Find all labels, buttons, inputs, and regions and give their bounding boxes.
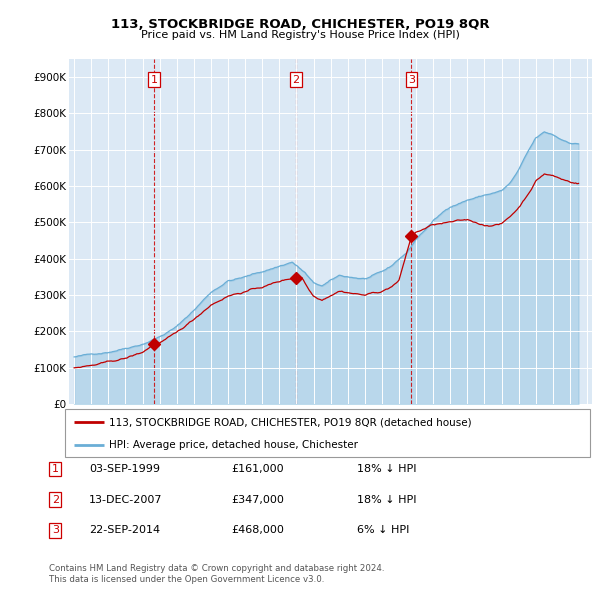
Text: 3: 3 bbox=[52, 526, 59, 535]
Text: 18% ↓ HPI: 18% ↓ HPI bbox=[357, 495, 416, 504]
Text: 113, STOCKBRIDGE ROAD, CHICHESTER, PO19 8QR: 113, STOCKBRIDGE ROAD, CHICHESTER, PO19 … bbox=[110, 18, 490, 31]
Text: 6% ↓ HPI: 6% ↓ HPI bbox=[357, 526, 409, 535]
Text: 113, STOCKBRIDGE ROAD, CHICHESTER, PO19 8QR (detached house): 113, STOCKBRIDGE ROAD, CHICHESTER, PO19 … bbox=[109, 417, 472, 427]
Text: Contains HM Land Registry data © Crown copyright and database right 2024.: Contains HM Land Registry data © Crown c… bbox=[49, 565, 385, 573]
Text: £468,000: £468,000 bbox=[231, 526, 284, 535]
Text: 1: 1 bbox=[151, 74, 157, 84]
Text: 2: 2 bbox=[52, 495, 59, 504]
Text: £347,000: £347,000 bbox=[231, 495, 284, 504]
Text: 1: 1 bbox=[52, 464, 59, 474]
Text: Price paid vs. HM Land Registry's House Price Index (HPI): Price paid vs. HM Land Registry's House … bbox=[140, 30, 460, 40]
Text: 22-SEP-2014: 22-SEP-2014 bbox=[89, 526, 160, 535]
Text: 18% ↓ HPI: 18% ↓ HPI bbox=[357, 464, 416, 474]
FancyBboxPatch shape bbox=[65, 409, 590, 457]
Text: 13-DEC-2007: 13-DEC-2007 bbox=[89, 495, 162, 504]
Text: 3: 3 bbox=[408, 74, 415, 84]
Text: HPI: Average price, detached house, Chichester: HPI: Average price, detached house, Chic… bbox=[109, 440, 358, 450]
Text: £161,000: £161,000 bbox=[231, 464, 284, 474]
Text: 03-SEP-1999: 03-SEP-1999 bbox=[89, 464, 160, 474]
Text: This data is licensed under the Open Government Licence v3.0.: This data is licensed under the Open Gov… bbox=[49, 575, 325, 584]
Text: 2: 2 bbox=[292, 74, 299, 84]
